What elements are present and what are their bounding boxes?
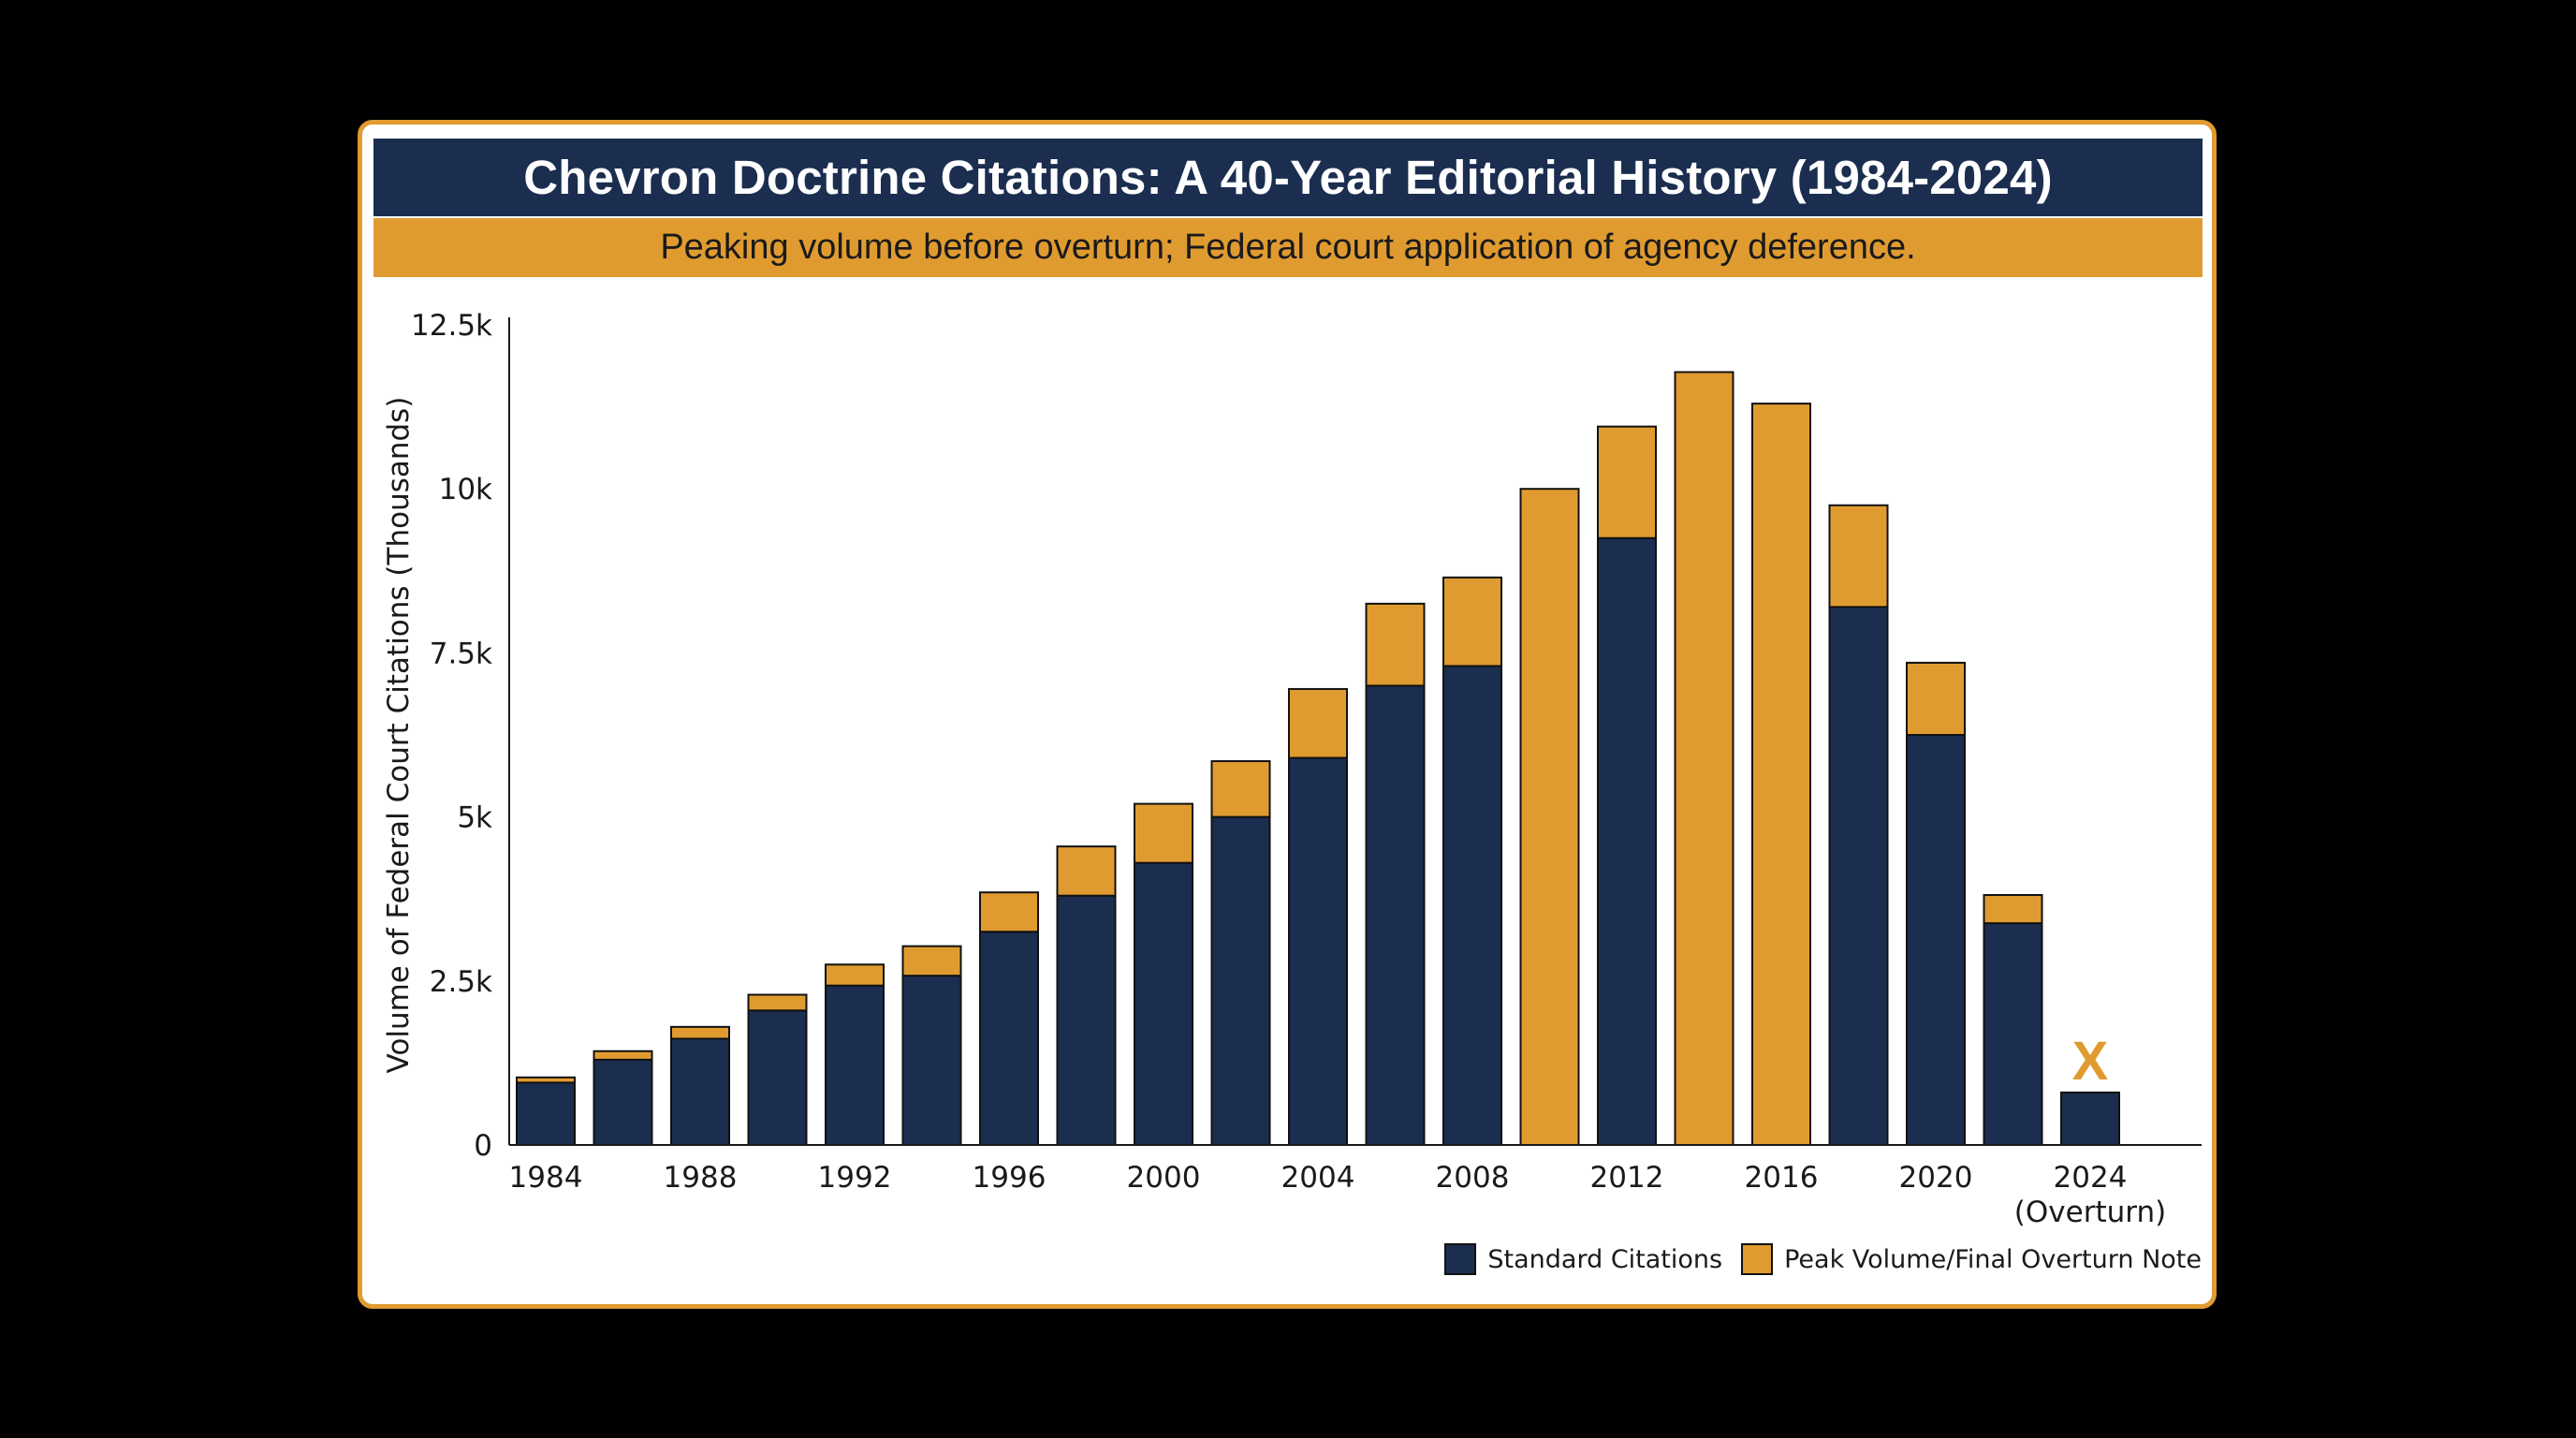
bar-standard-1992 bbox=[825, 984, 885, 1146]
bar-peak-1994 bbox=[901, 945, 962, 977]
bar-standard-2004 bbox=[1288, 756, 1348, 1146]
x-tick-label: 2020 bbox=[1899, 1161, 1973, 1195]
legend-label-standard: Standard Citations bbox=[1487, 1244, 1723, 1274]
y-tick-label: 10k bbox=[439, 473, 492, 506]
bar-standard-2012 bbox=[1597, 536, 1657, 1146]
y-tick-label: 7.5k bbox=[430, 637, 492, 670]
overturn-x-marker: X bbox=[2072, 1031, 2109, 1092]
x-tick-label: 1996 bbox=[973, 1161, 1046, 1195]
bar-standard-2018 bbox=[1828, 606, 1889, 1146]
x-tick-label: 2012 bbox=[1590, 1161, 1664, 1195]
bar-standard-1986 bbox=[593, 1058, 653, 1146]
bar-peak-2014 bbox=[1674, 371, 1734, 1147]
bar-peak-1996 bbox=[979, 891, 1039, 933]
x-tick-label: 1988 bbox=[664, 1161, 738, 1195]
y-tick-label: 5k bbox=[457, 801, 492, 835]
bar-standard-2000 bbox=[1134, 861, 1193, 1146]
chart-subtitle-bar: Peaking volume before overturn; Federal … bbox=[373, 218, 2203, 277]
bar-standard-1990 bbox=[747, 1009, 808, 1147]
bar-peak-1998 bbox=[1056, 845, 1117, 897]
bar-peak-1992 bbox=[825, 963, 885, 987]
bar-peak-2022 bbox=[1983, 893, 2043, 925]
chart-title: Chevron Doctrine Citations: A 40-Year Ed… bbox=[523, 151, 2053, 204]
chart-subtitle: Peaking volume before overturn; Federal … bbox=[660, 227, 1916, 267]
bar-peak-1986 bbox=[593, 1049, 653, 1061]
bar-standard-2024 bbox=[2060, 1091, 2120, 1147]
x-tick-label: 2024 bbox=[2054, 1161, 2128, 1195]
bar-standard-1998 bbox=[1056, 894, 1117, 1146]
x-tick-label: 2016 bbox=[1745, 1161, 1819, 1195]
bar-peak-2006 bbox=[1365, 602, 1426, 687]
x-tick-label: 2004 bbox=[1281, 1161, 1355, 1195]
legend-swatch-standard bbox=[1444, 1243, 1477, 1275]
legend-label-peak: Peak Volume/Final Overturn Note bbox=[1784, 1244, 2202, 1274]
x-tick-sublabel: (Overturn) bbox=[2014, 1196, 2166, 1229]
bar-peak-2010 bbox=[1519, 488, 1580, 1146]
bar-peak-1988 bbox=[670, 1025, 730, 1040]
bar-standard-2022 bbox=[1983, 922, 2043, 1146]
bar-standard-2020 bbox=[1906, 734, 1966, 1146]
chart-title-bar: Chevron Doctrine Citations: A 40-Year Ed… bbox=[373, 139, 2203, 216]
bar-peak-2002 bbox=[1210, 760, 1271, 818]
legend-swatch-peak bbox=[1741, 1243, 1774, 1275]
bar-standard-1996 bbox=[979, 931, 1039, 1146]
bar-peak-2020 bbox=[1906, 661, 1966, 736]
bar-peak-2012 bbox=[1597, 425, 1657, 539]
bar-peak-2004 bbox=[1288, 687, 1348, 759]
bar-peak-1990 bbox=[747, 993, 808, 1012]
bar-peak-2008 bbox=[1442, 576, 1502, 668]
y-tick-label: 12.5k bbox=[411, 309, 492, 343]
x-tick-label: 2000 bbox=[1127, 1161, 1201, 1195]
legend: Standard Citations Peak Volume/Final Ove… bbox=[1444, 1243, 2202, 1275]
bar-peak-2016 bbox=[1751, 403, 1811, 1146]
bar-standard-1994 bbox=[901, 975, 962, 1146]
y-axis-label: Volume of Federal Court Citations (Thous… bbox=[382, 397, 416, 1074]
bar-peak-2018 bbox=[1828, 504, 1889, 609]
y-tick-label: 0 bbox=[474, 1129, 492, 1163]
x-tick-label: 2008 bbox=[1436, 1161, 1510, 1195]
bar-standard-1988 bbox=[670, 1037, 730, 1147]
x-tick-label: 1984 bbox=[509, 1161, 583, 1195]
x-tick-label: 1992 bbox=[818, 1161, 892, 1195]
bar-peak-2000 bbox=[1134, 802, 1193, 864]
bar-standard-1984 bbox=[516, 1081, 576, 1146]
y-tick-label: 2.5k bbox=[430, 965, 492, 999]
bar-standard-2008 bbox=[1442, 665, 1502, 1147]
bar-standard-2002 bbox=[1210, 815, 1271, 1146]
legend-item-peak: Peak Volume/Final Overturn Note bbox=[1741, 1243, 2202, 1275]
bar-peak-1984 bbox=[516, 1076, 576, 1084]
legend-item-standard: Standard Citations bbox=[1444, 1243, 1722, 1275]
bar-standard-2006 bbox=[1365, 684, 1426, 1146]
